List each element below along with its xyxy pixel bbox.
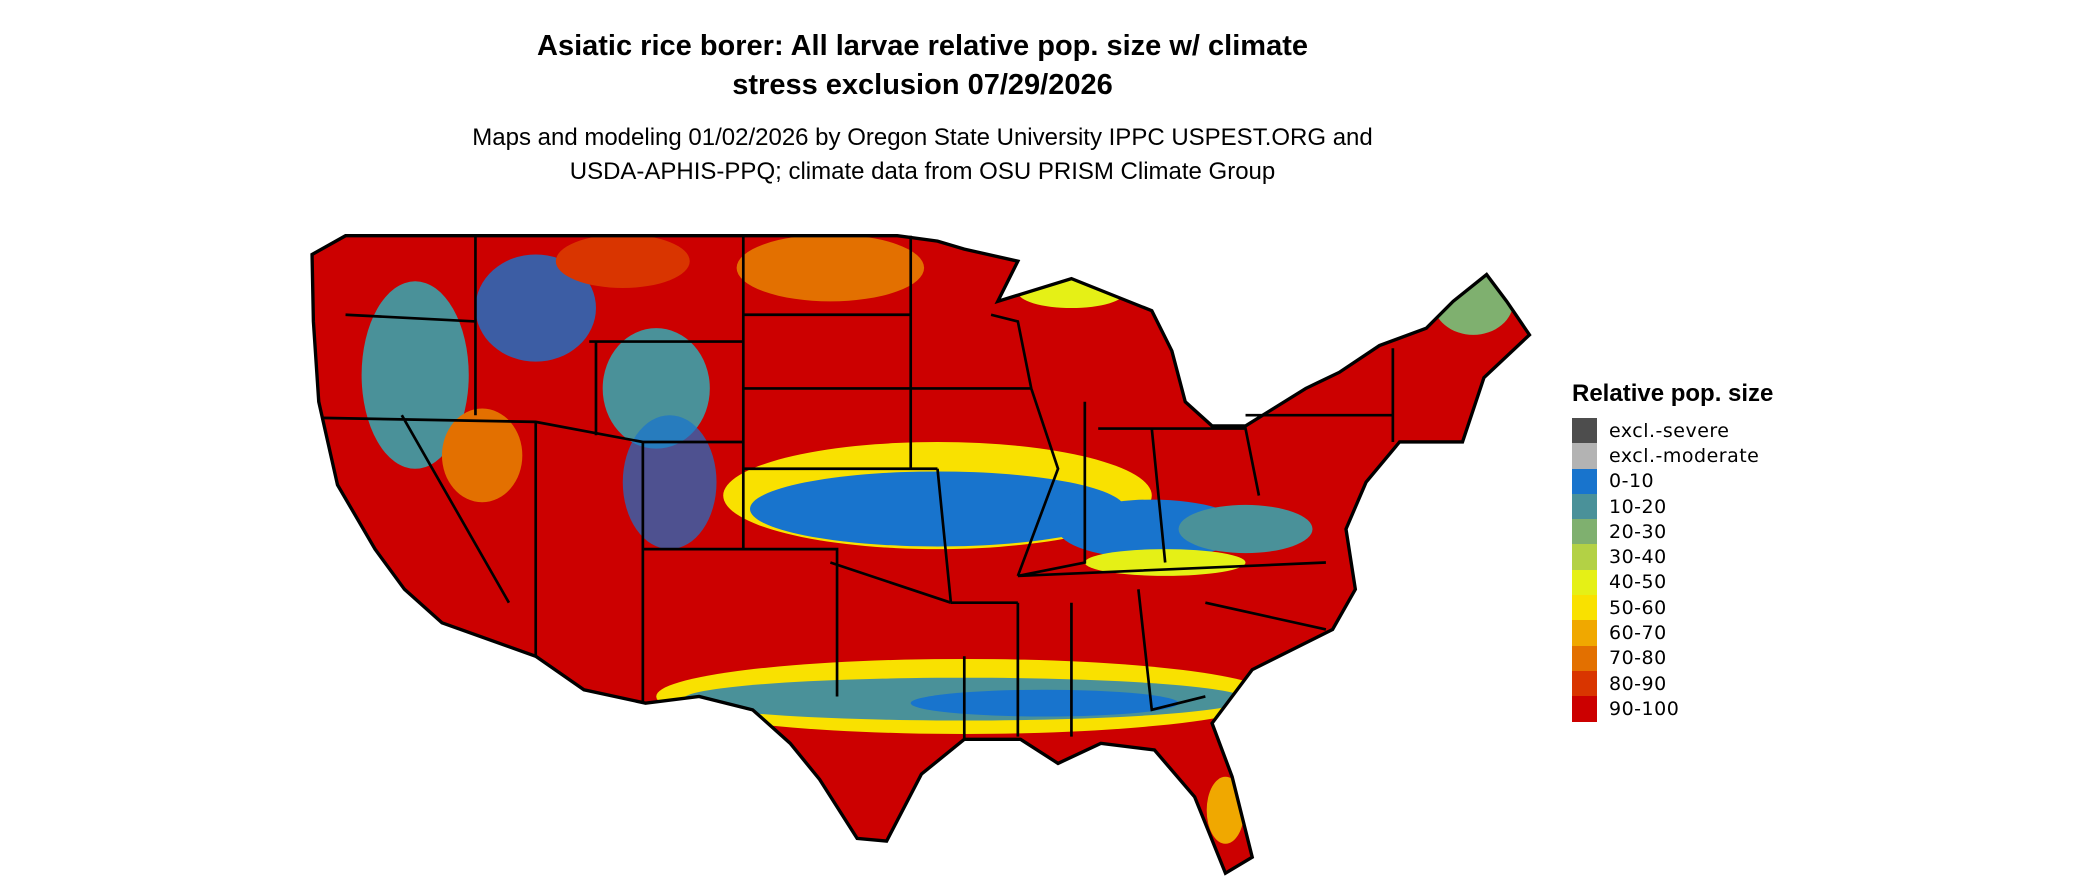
legend-label: excl.-severe (1609, 419, 1730, 442)
map-subtitle-line1: Maps and modeling 01/02/2026 by Oregon S… (472, 124, 1373, 151)
legend-label: 10-20 (1609, 495, 1667, 518)
legend-swatch (1572, 569, 1597, 596)
legend-label: 70-80 (1609, 647, 1667, 670)
legend-label: excl.-moderate (1609, 444, 1760, 467)
legend-label: 20-30 (1609, 520, 1667, 543)
legend-swatch (1572, 544, 1597, 570)
legend-label: 0-10 (1609, 470, 1655, 493)
legend-item: 60-70 (1572, 620, 1773, 646)
legend-swatch (1572, 443, 1597, 469)
legend-swatch (1572, 493, 1597, 520)
legend-item: excl.-moderate (1572, 443, 1773, 469)
legend-label: 30-40 (1609, 546, 1667, 569)
legend-item: 30-40 (1572, 544, 1773, 570)
map-title-line1: Asiatic rice borer: All larvae relative … (537, 30, 1308, 62)
legend-item: excl.-severe (1572, 418, 1773, 444)
legend-label: 80-90 (1609, 672, 1667, 695)
legend-swatch (1572, 468, 1597, 494)
map-subtitle-line2: USDA-APHIS-PPQ; climate data from OSU PR… (569, 158, 1276, 185)
legend-label: 50-60 (1609, 596, 1667, 619)
legend-item: 70-80 (1572, 645, 1773, 671)
legend-swatch (1572, 696, 1597, 722)
legend-item: 90-100 (1572, 696, 1773, 722)
legend-title: Relative pop. size (1572, 380, 1774, 407)
legend-label: 40-50 (1609, 571, 1667, 594)
legend-item: 80-90 (1572, 670, 1773, 697)
legend-item: 0-10 (1572, 468, 1773, 494)
legend-swatch (1572, 645, 1597, 671)
legend-item: 50-60 (1572, 595, 1773, 621)
legend-label: 60-70 (1609, 622, 1667, 645)
map-title-line2: stress exclusion 07/29/2026 (732, 69, 1113, 101)
legend-item: 10-20 (1572, 493, 1773, 520)
legend-swatch (1572, 595, 1597, 621)
legend-swatch (1572, 519, 1597, 545)
legend-item: 20-30 (1572, 519, 1773, 545)
legend-swatch (1572, 670, 1597, 697)
state-borders (321, 235, 1395, 740)
legend-label: 90-100 (1609, 697, 1680, 720)
legend-swatch (1572, 620, 1597, 646)
map-raster (312, 235, 1530, 874)
legend-item: 40-50 (1572, 569, 1773, 596)
legend-swatch (1572, 418, 1597, 444)
legend: Relative pop. size excl.-severe excl.-mod… (1572, 380, 1773, 722)
